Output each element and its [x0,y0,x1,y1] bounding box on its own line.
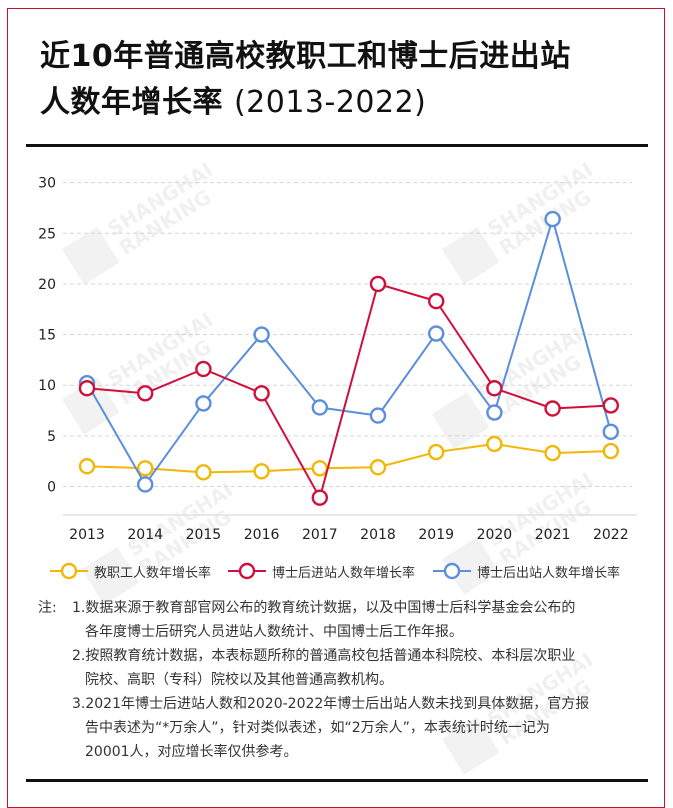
data-point-circle-icon[interactable] [78,458,96,475]
data-point-circle-icon[interactable] [369,275,387,293]
data-point-circle-icon[interactable] [311,399,328,416]
legend: 教职工人数年增长率 博士后进站人数年增长率 博士后出站人数年增长率 [0,560,673,582]
series-lines [78,210,619,506]
legend-marker-yellow-circle-icon [50,562,88,580]
gridlines [63,182,632,487]
data-point-circle-icon[interactable] [195,360,212,378]
data-point-circle-icon[interactable] [195,464,212,481]
y-tick-label: 30 [38,176,56,192]
x-tick-label: 2013 [69,527,105,543]
footnotes: 注: 1.数据来源于教育部官网公布的教育统计数据，以及中国博士后科学基金会公布的… [38,596,658,764]
x-tick-label: 2014 [127,527,163,543]
data-point-circle-icon[interactable] [428,292,445,310]
y-tick-label: 10 [38,378,56,394]
series-line [86,282,611,499]
data-point-circle-icon[interactable] [602,397,619,414]
y-tick-label: 15 [38,328,56,344]
data-point-circle-icon[interactable] [486,404,503,421]
data-point-circle-icon[interactable] [311,489,328,506]
x-tick-label: 2020 [477,527,513,543]
bottom-divider [26,779,648,782]
notes-prefix: 注: [38,600,57,616]
x-tick-label: 2017 [302,527,338,543]
title-year-range: (2013-2022) [233,85,427,120]
y-tick-label: 25 [38,226,56,242]
series-0 [78,435,619,481]
data-point-circle-icon[interactable] [428,325,445,342]
legend-marker-blue-circle-icon [433,562,471,580]
data-point-circle-icon[interactable] [544,400,561,417]
data-point-circle-icon[interactable] [544,210,561,228]
data-point-circle-icon[interactable] [369,407,387,424]
series-2 [78,210,619,493]
legend-item-staff[interactable]: 教职工人数年增长率 [50,560,211,582]
data-point-circle-icon[interactable] [78,380,96,397]
note-2: 2.按照教育统计数据，本表标题所称的普通高校包括普通本科院校、本科层次职业 院校… [72,648,576,688]
title-line-1: 近10年普通高校教职工和博士后进出站 [40,39,571,74]
series-1 [78,275,619,506]
data-point-circle-icon[interactable] [428,443,445,461]
x-tick-label: 2021 [535,527,571,543]
data-point-circle-icon[interactable] [602,442,619,460]
x-axis-ticks: 2013 2014 2015 2016 2017 2018 2019 2020 2021 2022 [69,527,628,543]
x-tick-label: 2018 [360,527,396,543]
legend-label: 博士后进站人数年增长率 [272,565,416,581]
note-3: 3.2021年博士后进站人数和2020-2022年博士后出站人数未找到具体数据，… [72,696,590,760]
x-tick-label: 2019 [418,527,454,543]
series-line [86,442,611,474]
title-line-2: 人数年增长率 (2013-2022) [40,85,427,120]
note-1: 注: 1.数据来源于教育部官网公布的教育统计数据，以及中国博士后科学基金会公布的… [38,596,658,644]
data-point-circle-icon[interactable] [136,476,154,493]
legend-item-postdoc-in[interactable]: 博士后进站人数年增长率 [228,560,415,582]
data-point-circle-icon[interactable] [136,460,154,477]
series-line [86,218,612,486]
x-tick-label: 2022 [593,527,629,543]
legend-label: 博士后出站人数年增长率 [477,565,621,581]
data-point-circle-icon[interactable] [136,385,154,402]
data-point-circle-icon[interactable] [195,395,212,412]
y-axis-ticks: 0 5 10 15 20 25 30 [38,176,56,496]
data-point-circle-icon[interactable] [253,463,270,480]
legend-label: 教职工人数年增长率 [94,565,212,581]
data-point-circle-icon[interactable] [486,435,503,453]
x-tick-label: 2016 [244,527,280,543]
data-point-circle-icon[interactable] [253,326,270,343]
legend-marker-red-circle-icon [228,562,266,580]
y-tick-label: 5 [47,429,56,445]
x-tick-label: 2015 [186,527,222,543]
y-tick-label: 0 [47,480,56,496]
data-point-circle-icon[interactable] [369,459,387,476]
legend-item-postdoc-out[interactable]: 博士后出站人数年增长率 [433,560,620,582]
data-point-circle-icon[interactable] [311,460,328,477]
data-point-circle-icon[interactable] [544,444,561,462]
data-point-circle-icon[interactable] [253,385,270,402]
data-point-circle-icon[interactable] [602,423,619,440]
data-point-circle-icon[interactable] [486,380,503,397]
chart-title: 近10年普通高校教职工和博士后进出站 人数年增长率 (2013-2022) [40,34,640,126]
y-tick-label: 20 [38,277,56,293]
title-divider [26,144,648,147]
